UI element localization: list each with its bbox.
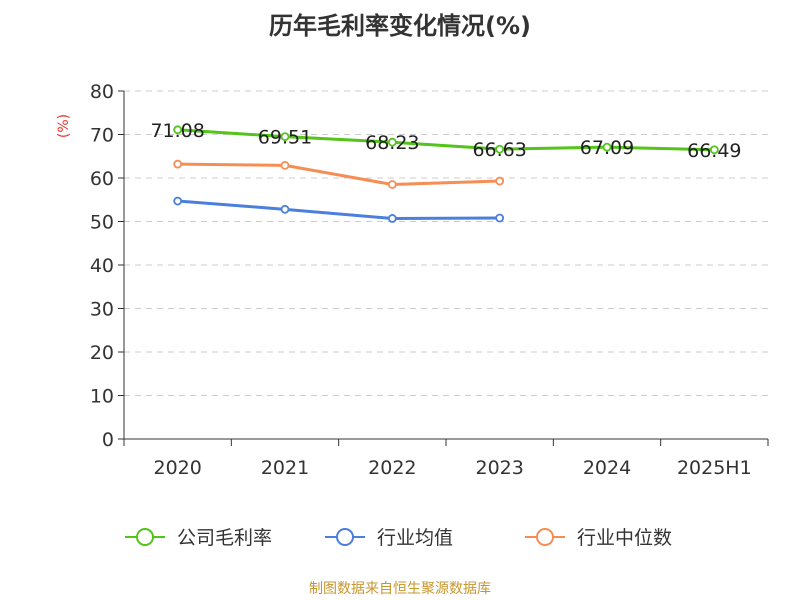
- y-tick-label: 0: [102, 429, 114, 451]
- data-point-0: [602, 142, 612, 152]
- y-tick-label: 50: [90, 212, 114, 234]
- x-tick-label: 2021: [261, 457, 309, 479]
- y-tick-label: 40: [90, 255, 114, 277]
- data-point-1: [495, 213, 505, 223]
- data-point-1: [280, 204, 290, 214]
- y-tick-label: 80: [90, 81, 114, 103]
- series-line-1: [177, 199, 500, 220]
- x-tick-label: 2024: [583, 457, 631, 479]
- data-label: 71.08: [150, 120, 204, 142]
- y-tick-label: 10: [90, 386, 114, 408]
- data-point-0: [387, 137, 397, 147]
- data-point-0: [495, 144, 505, 154]
- data-point-2: [495, 176, 505, 186]
- data-point-1: [173, 196, 183, 206]
- data-point-0: [280, 132, 290, 142]
- data-label: 68.23: [365, 132, 419, 154]
- data-point-2: [387, 180, 397, 189]
- series-line-2: [177, 162, 500, 187]
- source-note: 制图数据来自恒生聚源数据库: [309, 581, 491, 597]
- x-tick-label: 2020: [153, 457, 201, 479]
- y-tick-label: 70: [90, 125, 114, 147]
- x-tick-label: 2023: [475, 457, 523, 479]
- legend-label-0: 公司毛利率: [177, 527, 272, 549]
- data-point-1: [387, 214, 397, 223]
- legend-marker-0: [136, 528, 154, 546]
- data-label: 69.51: [258, 127, 312, 149]
- data-label: 66.63: [472, 139, 526, 161]
- y-tick-label: 30: [90, 299, 114, 321]
- legend-label-2: 行业中位数: [577, 527, 672, 549]
- legend-label-1: 行业均值: [377, 527, 453, 549]
- data-point-0: [173, 125, 183, 135]
- y-tick-label: 20: [90, 342, 114, 364]
- chart-title: 历年毛利率变化情况(%): [269, 12, 531, 40]
- y-tick-label: 60: [90, 168, 114, 190]
- legend-marker-1: [336, 528, 354, 546]
- x-tick-label: 2022: [368, 457, 416, 479]
- data-label: 67.09: [580, 137, 634, 159]
- x-tick-label: 2025H1: [677, 457, 752, 479]
- legend-marker-2: [536, 528, 554, 546]
- data-point-2: [173, 159, 183, 169]
- data-label: 66.49: [687, 140, 741, 162]
- data-point-2: [280, 160, 290, 170]
- series-line-0: [177, 128, 715, 152]
- data-point-0: [709, 145, 719, 155]
- y-axis-label: (%): [56, 114, 72, 138]
